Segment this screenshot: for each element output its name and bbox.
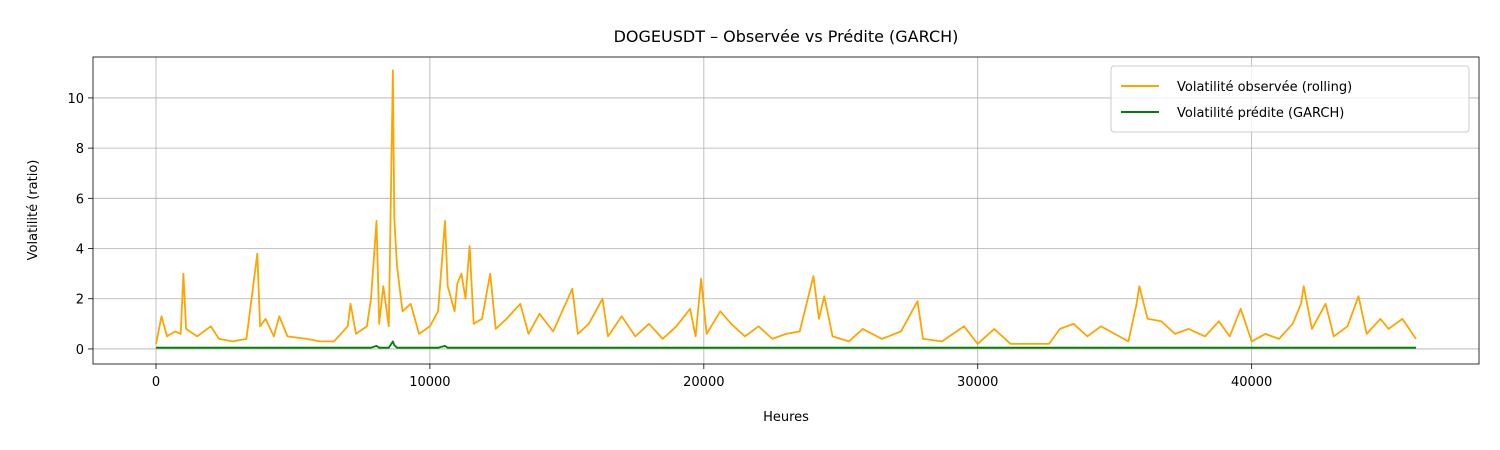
y-tick-label: 0 xyxy=(76,343,84,358)
x-tick-label: 10000 xyxy=(409,375,450,390)
x-tick-label: 40000 xyxy=(1231,375,1272,390)
y-tick-label: 8 xyxy=(76,142,84,157)
series-line xyxy=(155,69,1417,345)
y-tick-label: 10 xyxy=(67,92,84,107)
plot-frame xyxy=(92,56,1480,365)
y-axis-label: Volatilité (ratio) xyxy=(26,160,41,261)
series-line xyxy=(156,340,1416,349)
x-tick-label: 20000 xyxy=(683,375,724,390)
x-axis-label: Heures xyxy=(763,410,809,425)
x-tick-label: 30000 xyxy=(957,375,998,390)
y-tick-label: 4 xyxy=(76,243,84,258)
legend-label: Volatilité observée (rolling) xyxy=(1177,80,1352,95)
y-tick-label: 6 xyxy=(76,192,84,207)
x-tick-label: 0 xyxy=(152,375,160,390)
chart-title: DOGEUSDT – Observée vs Prédite (GARCH) xyxy=(614,27,959,46)
legend: Volatilité observée (rolling) Volatilité … xyxy=(1110,65,1470,133)
y-tick-label: 2 xyxy=(76,293,84,308)
legend-label: Volatilité prédite (GARCH) xyxy=(1177,106,1344,121)
legend-frame xyxy=(1110,65,1470,133)
